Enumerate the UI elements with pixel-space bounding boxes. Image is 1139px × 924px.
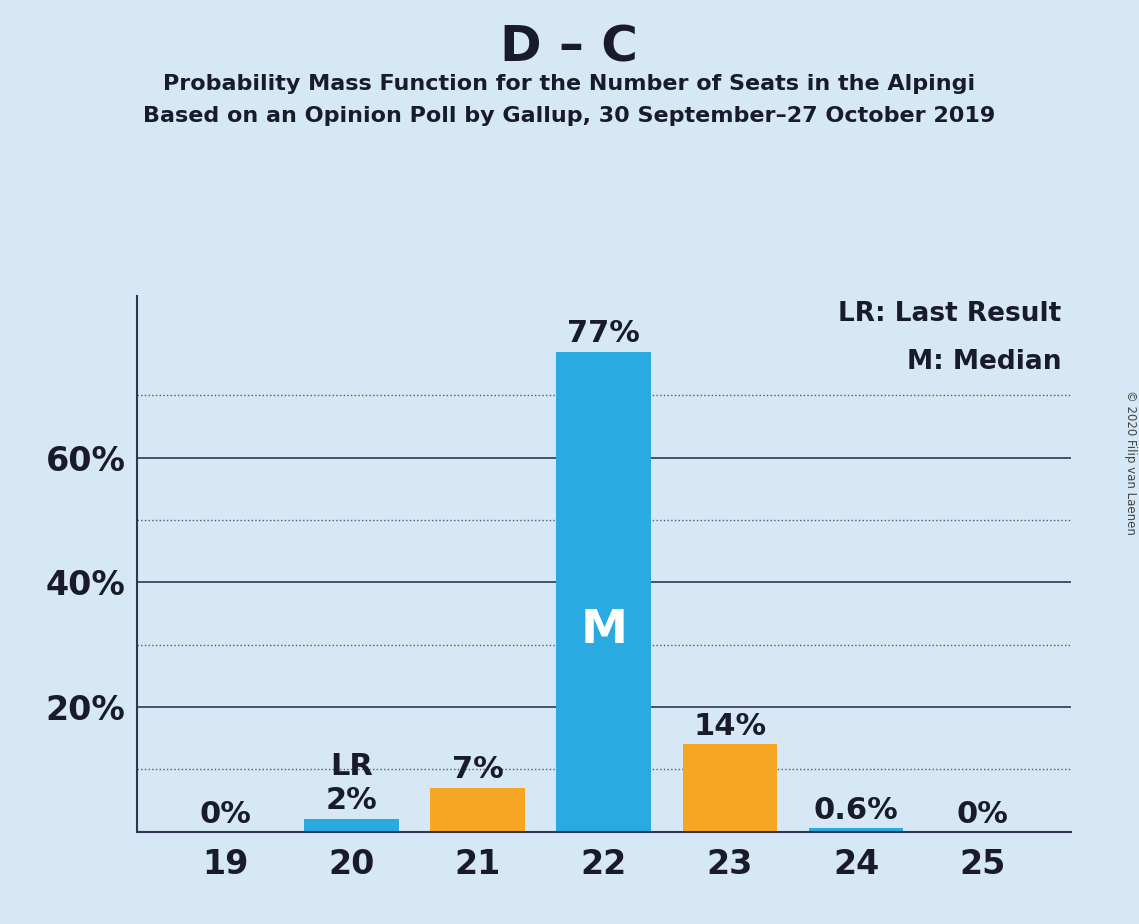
Bar <box>809 828 903 832</box>
Text: LR: LR <box>330 751 372 781</box>
Text: 14%: 14% <box>694 711 767 741</box>
Bar <box>556 352 652 832</box>
Text: 0%: 0% <box>957 800 1008 829</box>
Text: D – C: D – C <box>500 23 639 71</box>
Text: 7%: 7% <box>451 755 503 784</box>
Text: © 2020 Filip van Laenen: © 2020 Filip van Laenen <box>1124 390 1137 534</box>
Text: M: Median: M: Median <box>907 349 1062 375</box>
Text: Probability Mass Function for the Number of Seats in the Alpingi: Probability Mass Function for the Number… <box>163 74 976 94</box>
Bar <box>431 788 525 832</box>
Bar <box>304 820 399 832</box>
Text: 77%: 77% <box>567 319 640 348</box>
Text: LR: Last Result: LR: Last Result <box>838 301 1062 327</box>
Text: M: M <box>580 608 628 652</box>
Text: 0.6%: 0.6% <box>813 796 899 825</box>
Bar <box>682 745 777 832</box>
Text: Based on an Opinion Poll by Gallup, 30 September–27 October 2019: Based on an Opinion Poll by Gallup, 30 S… <box>144 106 995 127</box>
Text: 0%: 0% <box>199 800 251 829</box>
Text: 2%: 2% <box>326 786 377 815</box>
